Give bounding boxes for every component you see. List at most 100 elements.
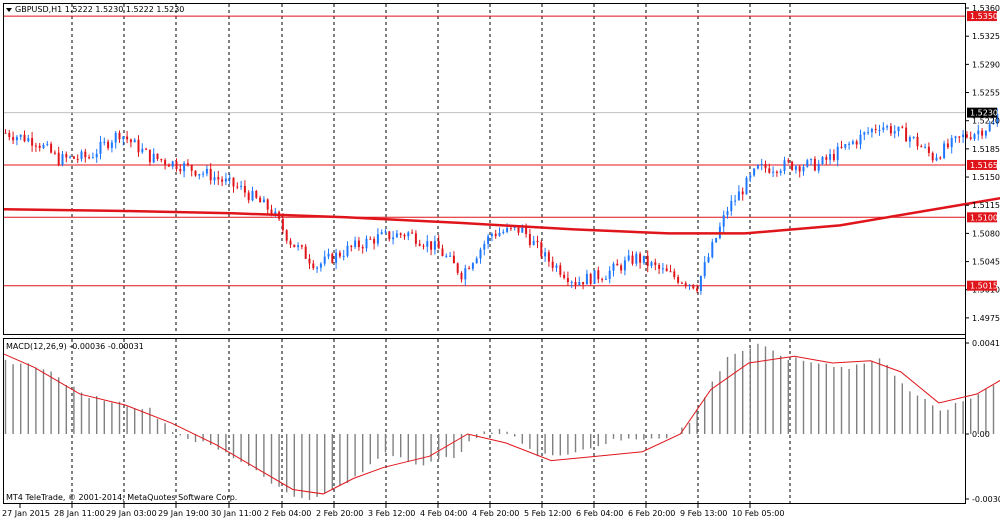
time-tick-label: 30 Jan 11:00 <box>211 509 262 518</box>
candle-body <box>110 142 113 148</box>
candle-body <box>323 256 326 264</box>
candle-body <box>821 157 824 164</box>
candle-body <box>61 154 64 165</box>
time-tick-label: 4 Feb 04:00 <box>420 509 467 518</box>
candle-body <box>221 179 224 182</box>
candle-body <box>411 232 414 234</box>
candle-body <box>661 268 664 270</box>
candle-body <box>798 166 801 172</box>
candle-body <box>479 249 482 259</box>
candle-body <box>954 136 957 139</box>
candle-body <box>840 146 843 148</box>
candle-body <box>202 173 205 175</box>
candle-body <box>209 168 212 181</box>
candle-body <box>403 234 406 237</box>
candle-body <box>665 268 668 272</box>
candle-body <box>445 255 448 257</box>
candle-body <box>547 252 550 262</box>
candle-body <box>737 191 740 201</box>
candle-body <box>281 218 284 231</box>
candle-body <box>228 177 231 179</box>
candle-body <box>684 282 687 286</box>
time-tick-label: 29 Jan 03:00 <box>106 509 157 518</box>
candle-body <box>604 278 607 280</box>
candle-body <box>346 245 349 256</box>
candle-body <box>715 238 718 243</box>
level-price-box <box>967 159 997 170</box>
triangle-down-icon[interactable] <box>6 8 12 12</box>
candle-body <box>791 161 794 170</box>
candle-body <box>42 144 45 148</box>
level-price-label: 1.5350 <box>970 12 998 21</box>
level-price-label: 1.5165 <box>970 161 998 170</box>
moving-average-line <box>3 196 1000 235</box>
candle-body <box>468 268 471 270</box>
candle-body <box>950 138 953 148</box>
level-price-box <box>967 212 997 223</box>
time-tick-label: 3 Feb 12:00 <box>368 509 415 518</box>
candle-body <box>266 199 269 210</box>
candle-body <box>475 258 478 264</box>
candle-body <box>418 243 421 246</box>
chart-title: GBPUSD,H1 1.5222 1.5230 1.5222 1.5230 <box>15 5 184 14</box>
candle-body <box>65 154 68 158</box>
candle-body <box>190 164 193 171</box>
candle-body <box>836 146 839 161</box>
candle-body <box>316 267 319 269</box>
candle-body <box>205 168 208 174</box>
candle-body <box>255 190 258 198</box>
candle-body <box>331 253 334 263</box>
candle-body <box>897 126 900 132</box>
candle-body <box>813 158 816 171</box>
candle-body <box>532 240 535 245</box>
candle-body <box>673 271 676 278</box>
candle-body <box>642 255 645 263</box>
candle-body <box>327 253 330 257</box>
candle-body <box>528 234 531 245</box>
candle-body <box>920 146 923 148</box>
candle-body <box>654 262 657 265</box>
candle-body <box>859 134 862 145</box>
candle-body <box>832 154 835 161</box>
candle-body <box>194 170 197 176</box>
candle-body <box>578 282 581 286</box>
candle-body <box>692 284 695 289</box>
candle-body <box>129 139 132 143</box>
candle-body <box>259 197 262 203</box>
candle-body <box>69 156 72 158</box>
candle-body <box>707 257 710 263</box>
time-tick-label: 6 Feb 20:00 <box>628 509 675 518</box>
candle-body <box>437 241 440 249</box>
candle-body <box>12 137 15 141</box>
candle-body <box>293 244 296 248</box>
candle-body <box>878 129 881 131</box>
candle-body <box>646 255 649 266</box>
candle-body <box>924 146 927 148</box>
candle-body <box>745 177 748 195</box>
candle-body <box>430 241 433 250</box>
candle-body <box>369 238 372 240</box>
candle-body <box>829 154 832 160</box>
candle-body <box>669 271 672 273</box>
candle-body <box>768 168 771 173</box>
candle-body <box>570 281 573 283</box>
candle-body <box>931 153 934 161</box>
candle-body <box>544 252 547 257</box>
candle-body <box>908 137 911 142</box>
current-price-box <box>967 107 997 118</box>
candle-body <box>802 166 805 172</box>
candle-body <box>452 255 455 264</box>
candle-body <box>517 227 520 233</box>
candle-body <box>608 270 611 279</box>
candle-body <box>582 282 585 285</box>
candle-body <box>175 161 178 170</box>
candle-body <box>741 191 744 195</box>
candle-body <box>965 134 968 138</box>
candle-body <box>152 153 155 163</box>
candle-body <box>464 268 467 280</box>
candle-body <box>300 245 303 247</box>
candle-body <box>498 232 501 237</box>
candle-body <box>783 160 786 171</box>
candle-body <box>4 132 7 134</box>
candle-body <box>240 185 243 187</box>
